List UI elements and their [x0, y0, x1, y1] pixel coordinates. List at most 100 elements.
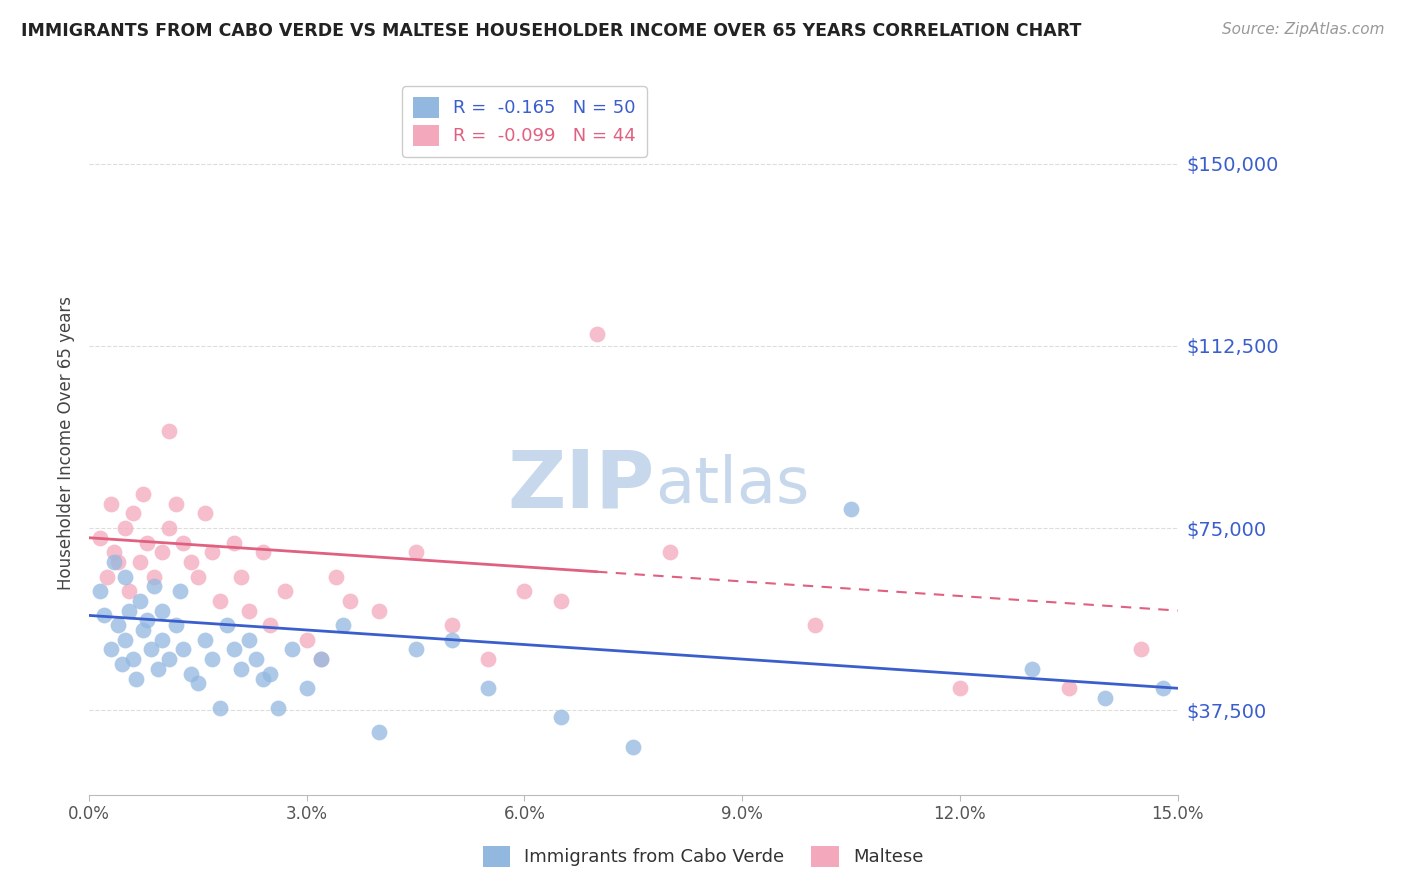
Point [157, 521, 180, 535]
Text: atlas: atlas [655, 454, 810, 516]
Point [121, 652, 143, 666]
Point [157, 424, 180, 438]
Point [274, 584, 297, 599]
Point [125, 672, 148, 686]
Point [194, 632, 217, 647]
Point [405, 545, 427, 559]
Point [231, 569, 253, 583]
Point [172, 642, 194, 657]
Point [114, 521, 136, 535]
Point [201, 545, 224, 559]
Point [208, 700, 231, 714]
Point [107, 618, 129, 632]
Point [118, 603, 141, 617]
Legend: Immigrants from Cabo Verde, Maltese: Immigrants from Cabo Verde, Maltese [475, 838, 931, 874]
Point [440, 618, 463, 632]
Point [128, 594, 150, 608]
Point [295, 632, 318, 647]
Point [103, 555, 125, 569]
Point [139, 642, 162, 657]
Point [311, 652, 333, 666]
Point [477, 652, 499, 666]
Text: IMMIGRANTS FROM CABO VERDE VS MALTESE HOUSEHOLDER INCOME OVER 65 YEARS CORRELATI: IMMIGRANTS FROM CABO VERDE VS MALTESE HO… [21, 22, 1081, 40]
Point [143, 569, 166, 583]
Point [281, 642, 304, 657]
Point [187, 676, 209, 690]
Point [157, 652, 180, 666]
Point [132, 487, 155, 501]
Point [1130, 642, 1153, 657]
Point [132, 623, 155, 637]
Point [100, 497, 122, 511]
Point [100, 642, 122, 657]
Point [658, 545, 681, 559]
Text: Source: ZipAtlas.com: Source: ZipAtlas.com [1222, 22, 1385, 37]
Point [165, 618, 187, 632]
Point [267, 700, 290, 714]
Point [96, 569, 118, 583]
Point [187, 569, 209, 583]
Point [208, 594, 231, 608]
Y-axis label: Householder Income Over 65 years: Householder Income Over 65 years [58, 296, 75, 591]
Point [103, 545, 125, 559]
Point [201, 652, 224, 666]
Point [89, 531, 111, 545]
Point [252, 545, 274, 559]
Point [259, 666, 281, 681]
Point [405, 642, 427, 657]
Point [121, 507, 143, 521]
Point [136, 535, 159, 549]
Point [295, 681, 318, 696]
Point [252, 672, 274, 686]
Point [368, 603, 391, 617]
Point [224, 642, 246, 657]
Point [107, 555, 129, 569]
Point [165, 497, 187, 511]
Point [1152, 681, 1174, 696]
Point [114, 569, 136, 583]
Point [311, 652, 333, 666]
Point [172, 535, 194, 549]
Point [169, 584, 191, 599]
Point [1057, 681, 1080, 696]
Point [194, 507, 217, 521]
Point [325, 569, 347, 583]
Point [238, 603, 260, 617]
Point [245, 652, 267, 666]
Text: ZIP: ZIP [508, 446, 655, 524]
Point [839, 501, 862, 516]
Point [440, 632, 463, 647]
Point [128, 555, 150, 569]
Legend: R =  -0.165   N = 50, R =  -0.099   N = 44: R = -0.165 N = 50, R = -0.099 N = 44 [402, 86, 647, 157]
Point [224, 535, 246, 549]
Point [1094, 690, 1116, 705]
Point [146, 662, 169, 676]
Point [89, 584, 111, 599]
Point [215, 618, 238, 632]
Point [150, 545, 173, 559]
Point [586, 326, 609, 341]
Point [332, 618, 354, 632]
Point [949, 681, 972, 696]
Point [180, 555, 202, 569]
Point [111, 657, 134, 671]
Point [339, 594, 361, 608]
Point [143, 579, 166, 593]
Point [259, 618, 281, 632]
Point [231, 662, 253, 676]
Point [150, 603, 173, 617]
Point [621, 739, 644, 754]
Point [803, 618, 825, 632]
Point [136, 613, 159, 627]
Point [550, 594, 572, 608]
Point [114, 632, 136, 647]
Point [368, 725, 391, 739]
Point [513, 584, 536, 599]
Point [150, 632, 173, 647]
Point [93, 608, 115, 623]
Point [238, 632, 260, 647]
Point [118, 584, 141, 599]
Point [180, 666, 202, 681]
Point [477, 681, 499, 696]
Point [1021, 662, 1043, 676]
